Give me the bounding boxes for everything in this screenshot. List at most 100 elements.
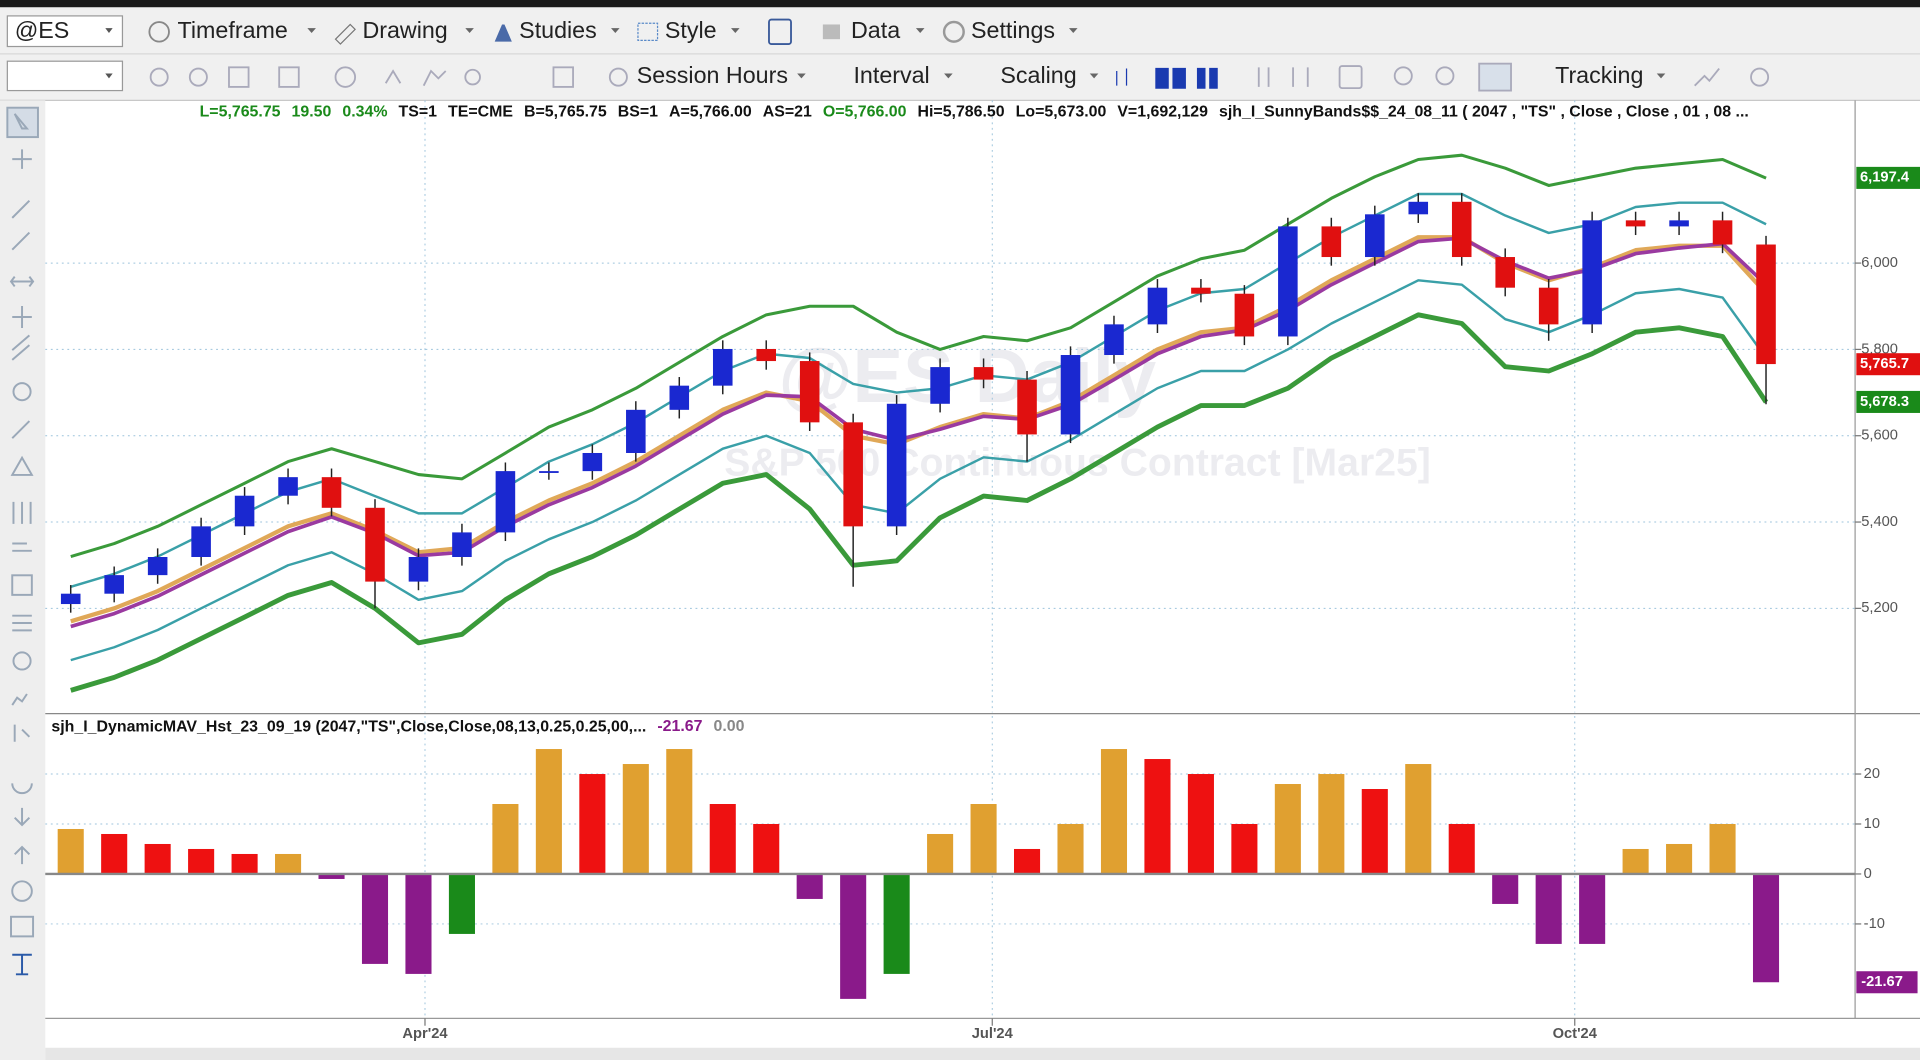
histogram-bar [1014, 848, 1041, 874]
indicator-title: sjh_I_DynamicMAV_Hst_23_09_19 (2047,"TS"… [51, 718, 744, 735]
histogram-bar [579, 774, 606, 874]
y-tick-label: 5,400 [1861, 514, 1898, 530]
y-tick-label: 5,600 [1861, 428, 1898, 444]
candle-body [104, 575, 124, 594]
histogram-bar [1405, 764, 1432, 874]
candle-body [147, 557, 168, 576]
histogram-bar [535, 749, 562, 874]
histogram-bar [1187, 774, 1214, 874]
band-line [70, 279, 1768, 662]
indicator-readout: -21.67 [657, 718, 702, 735]
drawing-tools [6, 106, 39, 976]
candle-body [712, 348, 733, 386]
dropdown-arrow [1656, 73, 1666, 79]
candle-body [843, 422, 863, 527]
candle-body [1538, 287, 1559, 325]
dropdown-arrow [611, 28, 620, 34]
candle-body [973, 367, 994, 380]
histogram-bar [405, 873, 432, 974]
band-line [70, 236, 1768, 629]
indicator-readout: 0.00 [714, 718, 745, 735]
histogram-bar [1752, 873, 1780, 983]
menu-item[interactable]: Settings [971, 17, 1055, 43]
status-field: Hi=5,786.50 [917, 104, 1004, 121]
band-line [70, 192, 1767, 588]
dropdown-box[interactable] [6, 60, 124, 92]
menu-item[interactable]: Timeframe [178, 17, 288, 43]
symbol-box[interactable] [6, 15, 124, 48]
histogram-bar [1057, 823, 1084, 874]
symbol[interactable]: @ES [15, 17, 70, 43]
candle-body [1756, 244, 1776, 365]
status-field: 0.34% [342, 104, 387, 121]
histogram-bar [753, 823, 780, 874]
menu-item[interactable]: Drawing [362, 17, 447, 43]
histogram-bar [318, 873, 345, 879]
histogram-bar [796, 873, 823, 899]
status-field: sjh_I_SunnyBands$$_24_08_11 ( 2047 , "TS… [1219, 104, 1749, 121]
status-field: TE=CME [448, 104, 513, 121]
histogram-bar [1666, 843, 1693, 874]
candle-body [756, 348, 777, 362]
menu-item[interactable]: Studies [519, 17, 597, 43]
histogram-bar [1579, 873, 1606, 944]
y-tick-label: 10 [1864, 816, 1880, 832]
candle-body [1625, 220, 1646, 227]
dropdown-arrow [797, 73, 806, 79]
chart-style-icons [1116, 67, 1218, 89]
candle-body [539, 471, 559, 473]
histogram-bar [57, 828, 84, 874]
candle-body [1365, 214, 1385, 258]
histogram-bar [1622, 848, 1649, 874]
histogram-bar [1100, 749, 1128, 874]
toolbar-icons [149, 62, 1770, 92]
menu-item[interactable]: Data [851, 17, 900, 43]
y-tick-label: 0 [1864, 866, 1872, 882]
menu-item[interactable]: Style [665, 17, 717, 43]
candle-body [669, 385, 690, 410]
status-field: B=5,765.75 [524, 104, 607, 121]
window-border [0, 0, 1920, 8]
histogram-bar [1448, 823, 1475, 874]
histogram-bar [1144, 759, 1171, 874]
band-line [70, 153, 1767, 559]
dropdown-arrow [465, 28, 474, 34]
candle-body [1234, 293, 1255, 337]
menu-item[interactable]: Session Hours [637, 62, 788, 88]
histogram-bar [101, 833, 128, 874]
candle-body [278, 477, 298, 496]
icon [637, 22, 659, 42]
dropdown-arrow [1089, 73, 1099, 79]
dropdown-arrow [307, 28, 316, 34]
menu-item[interactable]: Interval [853, 62, 929, 88]
menu-item[interactable]: Scaling [1000, 62, 1076, 88]
dropdown-arrow [915, 28, 925, 34]
status-field: A=5,766.00 [669, 104, 752, 121]
histogram-bar [840, 873, 867, 999]
histogram-bar [1231, 823, 1258, 874]
candle-body [1191, 287, 1211, 294]
candle-body [1321, 226, 1342, 258]
histogram-bar [1274, 784, 1301, 874]
histogram-bar [1492, 873, 1519, 904]
status-field: L=5,765.75 [200, 104, 281, 121]
scrollbar[interactable] [45, 1047, 1920, 1060]
candle-body [626, 409, 646, 453]
histogram-bar [970, 804, 997, 874]
status-field: V=1,692,129 [1117, 104, 1208, 121]
dropdown-arrow [105, 73, 113, 79]
dropdown-arrow [944, 73, 953, 79]
candle-body [799, 361, 820, 423]
dropdown-arrow [105, 28, 113, 34]
price-label-box [1856, 166, 1920, 189]
watermark-symbol: @ES Daily [778, 334, 1156, 419]
icon [494, 24, 512, 42]
menu-item[interactable]: Tracking [1555, 62, 1643, 88]
price-label-box [1856, 390, 1920, 413]
candle-body [191, 526, 211, 558]
histogram-bar [927, 833, 954, 874]
histogram-bar [1318, 774, 1345, 874]
icon [334, 23, 356, 45]
